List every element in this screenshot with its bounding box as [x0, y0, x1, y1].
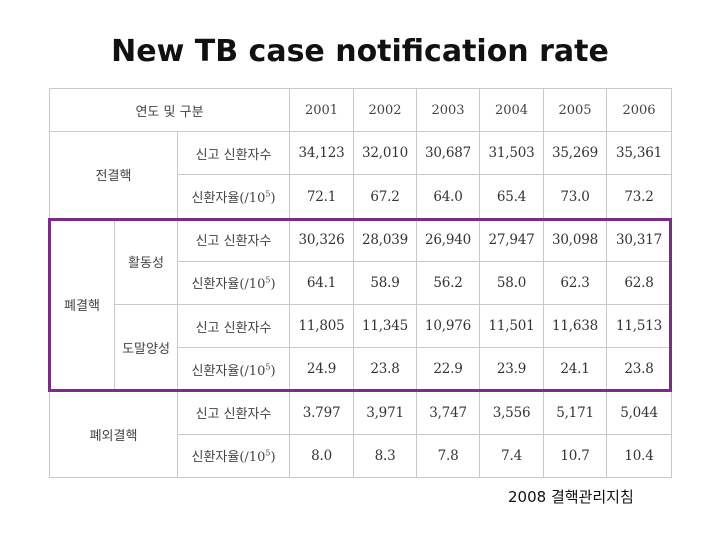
- value-cell: 3,556: [479, 390, 545, 435]
- header-label-cell: 연도 및 구분: [48, 87, 291, 133]
- value-cell: 30,317: [606, 217, 673, 262]
- rate-suffix: ): [270, 450, 276, 466]
- value-cell: 11,805: [289, 304, 355, 349]
- metric-rate-label: 신환자율(/105): [176, 260, 291, 306]
- value-cell: 32,010: [353, 131, 418, 176]
- value-cell: 7.4: [479, 433, 545, 479]
- value-cell: 8.3: [353, 433, 418, 479]
- metric-count-label: 신고 신환자수: [176, 304, 291, 349]
- value-cell: 8.0: [289, 433, 355, 479]
- value-cell: 23.9: [479, 347, 545, 392]
- year-header: 2004: [479, 87, 545, 133]
- rate-exponent: 5: [265, 362, 271, 372]
- group-label-pulmonary: 폐결핵: [49, 217, 115, 392]
- value-cell: 24.1: [543, 347, 608, 392]
- metric-rate-label: 신환자율(/105): [176, 174, 291, 219]
- value-cell: 10.7: [543, 433, 608, 479]
- value-cell: 24.9: [289, 347, 355, 392]
- value-cell: 11,513: [606, 304, 673, 349]
- source-caption: 2008 결핵관리지침: [508, 488, 634, 506]
- rate-exponent: 5: [265, 189, 271, 199]
- value-cell: 10,976: [416, 304, 481, 349]
- value-cell: 62.3: [543, 260, 608, 306]
- value-cell: 11,345: [353, 304, 418, 349]
- rate-exponent: 5: [265, 449, 271, 459]
- value-cell: 34,123: [289, 131, 355, 176]
- table-row: 신환자율(/105) 72.1 67.2 64.0 65.4 73.0 73.2: [50, 174, 673, 219]
- metric-count-label: 신고 신환자수: [176, 131, 291, 176]
- value-cell: 31,503: [479, 131, 545, 176]
- value-cell: 23.8: [606, 347, 673, 392]
- value-cell: 28,039: [353, 217, 418, 262]
- value-cell: 64.1: [289, 260, 355, 306]
- value-cell: 7.8: [416, 433, 481, 479]
- value-cell: 23.8: [353, 347, 418, 392]
- value-cell: 11,501: [479, 304, 545, 349]
- value-cell: 11,638: [543, 304, 608, 349]
- value-cell: 3,971: [353, 390, 418, 435]
- group-label-extrapulmonary: 폐외결핵: [49, 390, 178, 479]
- value-cell: 64.0: [416, 174, 481, 219]
- value-cell: 35,269: [543, 131, 608, 176]
- metric-rate-label: 신환자율(/105): [176, 347, 291, 392]
- subgroup-label-smear: 도말양성: [114, 304, 178, 392]
- subgroup-label-active: 활동성: [114, 217, 178, 306]
- metric-count-label: 신고 신환자수: [176, 390, 291, 435]
- rate-exponent: 5: [265, 276, 271, 286]
- value-cell: 26,940: [416, 217, 481, 262]
- rate-suffix: ): [270, 277, 276, 293]
- value-cell: 22.9: [416, 347, 481, 392]
- rate-prefix: 신환자율(/10: [191, 277, 266, 293]
- year-header: 2002: [353, 87, 418, 133]
- value-cell: 72.1: [289, 174, 355, 219]
- year-header: 2001: [289, 87, 355, 133]
- value-cell: 3.797: [289, 390, 355, 435]
- value-cell: 10.4: [606, 433, 673, 479]
- value-cell: 73.0: [543, 174, 608, 219]
- metric-count-label: 신고 신환자수: [176, 217, 291, 262]
- group-label-all: 전결핵: [49, 131, 178, 219]
- value-cell: 67.2: [353, 174, 418, 219]
- value-cell: 65.4: [479, 174, 545, 219]
- value-cell: 27,947: [479, 217, 545, 262]
- rate-prefix: 신환자율(/10: [191, 191, 266, 207]
- rate-prefix: 신환자율(/10: [191, 450, 266, 466]
- value-cell: 30,098: [543, 217, 608, 262]
- page-title: New TB case notification rate: [111, 34, 609, 69]
- table-row: 신환자율(/105) 64.1 58.9 56.2 58.0 62.3 62.8: [50, 260, 673, 306]
- table-row: 폐결핵 활동성 신고 신환자수 30,326 28,039 26,940 27,…: [49, 217, 673, 392]
- metric-rate-label: 신환자율(/105): [176, 433, 291, 479]
- table-row: 폐외결핵 신고 신환자수 3.797 3,971 3,747 3,556 5,1…: [49, 390, 673, 479]
- value-cell: 62.8: [606, 260, 673, 306]
- year-header: 2005: [543, 87, 608, 133]
- table-row: 신환자율(/105) 24.9 23.8 22.9 23.9 24.1 23.8: [50, 347, 673, 392]
- rate-suffix: ): [270, 363, 276, 379]
- value-cell: 58.9: [353, 260, 418, 306]
- value-cell: 58.0: [479, 260, 545, 306]
- value-cell: 56.2: [416, 260, 481, 306]
- header-row: 연도 및 구분 2001 2002 2003 2004 2005 2006: [48, 87, 673, 133]
- value-cell: 30,687: [416, 131, 481, 176]
- value-cell: 73.2: [606, 174, 673, 219]
- year-header: 2003: [416, 87, 481, 133]
- value-cell: 5,044: [606, 390, 673, 435]
- table-row: 전결핵 신고 신환자수 34,123 32,010 30,687 31,503 …: [49, 131, 673, 219]
- rate-prefix: 신환자율(/10: [191, 363, 266, 379]
- rate-suffix: ): [270, 191, 276, 207]
- notification-table: 연도 및 구분 2001 2002 2003 2004 2005 2006 전결…: [48, 87, 673, 479]
- table-row: 도말양성 신고 신환자수 11,805 11,345 10,976 11,501…: [50, 304, 673, 392]
- value-cell: 30,326: [289, 217, 355, 262]
- value-cell: 3,747: [416, 390, 481, 435]
- value-cell: 35,361: [606, 131, 673, 176]
- year-header: 2006: [606, 87, 673, 133]
- table-row: 신환자율(/105) 8.0 8.3 7.8 7.4 10.7 10.4: [50, 433, 673, 479]
- value-cell: 5,171: [543, 390, 608, 435]
- notification-table-container: 연도 및 구분 2001 2002 2003 2004 2005 2006 전결…: [48, 87, 673, 479]
